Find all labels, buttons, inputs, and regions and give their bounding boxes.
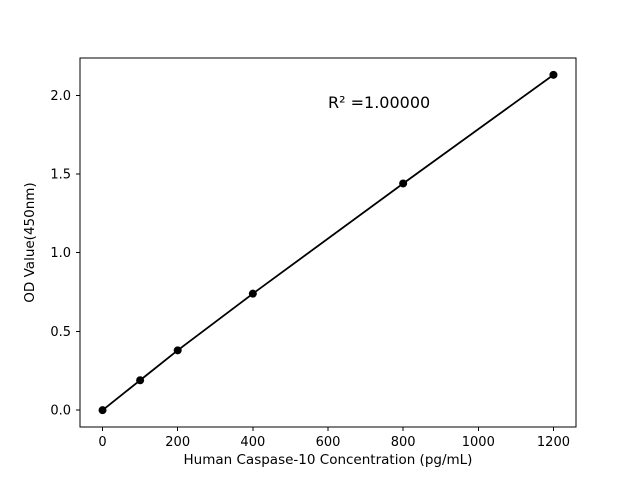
r-squared-annotation: R² =1.00000	[328, 93, 430, 112]
y-tick-label: 1.0	[50, 246, 71, 261]
series-line	[101, 74, 554, 411]
y-tick-label: 0.5	[50, 325, 71, 340]
x-tick-label: 800	[391, 435, 416, 450]
data-point-marker	[173, 346, 182, 355]
x-tick-label: 400	[240, 435, 265, 450]
x-tick-label: 1000	[462, 435, 495, 450]
y-tick-label: 0.0	[50, 404, 71, 419]
data-point-marker	[136, 376, 145, 385]
y-axis-ticks: 0.0 0.5 1.0 1.5 2.0	[50, 89, 80, 419]
data-point-marker	[248, 289, 257, 298]
data-point-marker	[399, 179, 408, 188]
x-tick-label: 1200	[537, 435, 570, 450]
y-tick-label: 1.5	[50, 168, 71, 183]
x-tick-label: 200	[165, 435, 190, 450]
y-tick-label: 2.0	[50, 89, 71, 104]
data-point-marker	[549, 70, 558, 79]
x-axis-ticks: 0 200 400 600 800 1000 1200	[98, 427, 570, 450]
data-series	[98, 70, 558, 415]
x-tick-label: 0	[98, 435, 106, 450]
x-axis-label: Human Caspase-10 Concentration (pg/mL)	[184, 452, 473, 468]
data-point-marker	[98, 406, 107, 415]
y-axis-label: OD Value(450nm)	[22, 182, 38, 302]
x-tick-label: 600	[316, 435, 341, 450]
